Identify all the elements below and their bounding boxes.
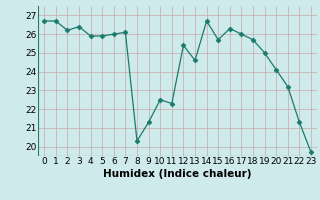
X-axis label: Humidex (Indice chaleur): Humidex (Indice chaleur): [103, 169, 252, 179]
